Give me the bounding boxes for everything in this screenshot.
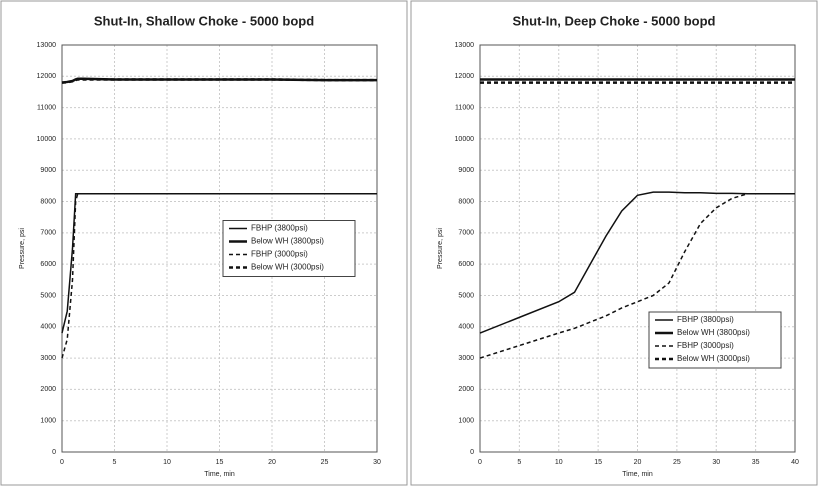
series-line — [61, 192, 377, 334]
x-axis-label: Time, min — [622, 471, 653, 478]
x-tick-label: 5 — [113, 459, 117, 466]
x-tick-label: 35 — [752, 459, 760, 466]
x-tick-label: 0 — [478, 459, 482, 466]
y-tick-label: 8000 — [458, 198, 474, 205]
y-tick-label: 10000 — [37, 136, 57, 143]
y-tick-label: 1000 — [40, 418, 56, 425]
x-tick-label: 25 — [321, 459, 329, 466]
x-tick-label: 0 — [60, 459, 64, 466]
legend-label: Below WH (3800psi) — [677, 328, 750, 337]
plot-frame — [479, 44, 796, 453]
series-line — [479, 191, 795, 334]
y-axis-label: Pressure, psi — [437, 228, 444, 269]
y-tick-label: 9000 — [40, 167, 56, 174]
x-tick-label: 15 — [216, 459, 224, 466]
y-tick-label: 1000 — [458, 418, 474, 425]
legend-label: FBHP (3800psi) — [677, 315, 734, 324]
y-tick-label: 3000 — [458, 355, 474, 362]
y-tick-label: 7000 — [40, 230, 56, 237]
chart-title: Shut-In, Shallow Choke - 5000 bopd — [94, 13, 314, 28]
legend-label: Below WH (3000psi) — [677, 354, 750, 363]
x-tick-label: 5 — [517, 459, 521, 466]
x-tick-label: 30 — [373, 459, 381, 466]
y-tick-label: 12000 — [455, 73, 475, 80]
x-tick-label: 10 — [555, 459, 563, 466]
x-axis-label: Time, min — [204, 471, 235, 478]
y-tick-label: 11000 — [37, 104, 56, 111]
chart-title: Shut-In, Deep Choke - 5000 bopd — [513, 13, 716, 28]
y-tick-label: 6000 — [458, 261, 474, 268]
x-tick-label: 30 — [712, 459, 720, 466]
x-tick-label: 20 — [634, 459, 642, 466]
y-tick-label: 10000 — [455, 136, 475, 143]
y-tick-label: 5000 — [458, 292, 474, 299]
plot-frame — [61, 44, 378, 453]
y-tick-label: 4000 — [40, 324, 56, 331]
x-tick-label: 25 — [673, 459, 681, 466]
legend-label: FBHP (3000psi) — [677, 341, 734, 350]
legend-label: FBHP (3000psi) — [251, 250, 308, 259]
y-axis-label: Pressure, psi — [19, 228, 26, 269]
x-tick-label: 40 — [791, 459, 799, 466]
x-tick-label: 20 — [268, 459, 276, 466]
y-tick-label: 4000 — [458, 324, 474, 331]
y-tick-label: 0 — [52, 449, 56, 456]
y-tick-label: 3000 — [40, 355, 56, 362]
y-tick-label: 12000 — [37, 73, 57, 80]
y-tick-label: 13000 — [455, 42, 475, 49]
y-tick-label: 13000 — [37, 42, 57, 49]
y-tick-label: 6000 — [40, 261, 56, 268]
y-tick-label: 5000 — [40, 292, 56, 299]
legend-label: FBHP (3800psi) — [251, 224, 308, 233]
x-tick-label: 10 — [163, 459, 171, 466]
y-tick-label: 2000 — [458, 386, 474, 393]
series-line — [479, 192, 795, 359]
series-line — [61, 78, 377, 84]
legend-label: Below WH (3000psi) — [251, 263, 324, 272]
y-tick-label: 9000 — [458, 167, 474, 174]
y-tick-label: 8000 — [40, 198, 56, 205]
y-tick-label: 11000 — [455, 104, 474, 111]
y-tick-label: 0 — [470, 449, 474, 456]
x-tick-label: 15 — [594, 459, 602, 466]
y-tick-label: 2000 — [40, 386, 56, 393]
y-tick-label: 7000 — [458, 230, 474, 237]
legend-label: Below WH (3800psi) — [251, 237, 324, 246]
